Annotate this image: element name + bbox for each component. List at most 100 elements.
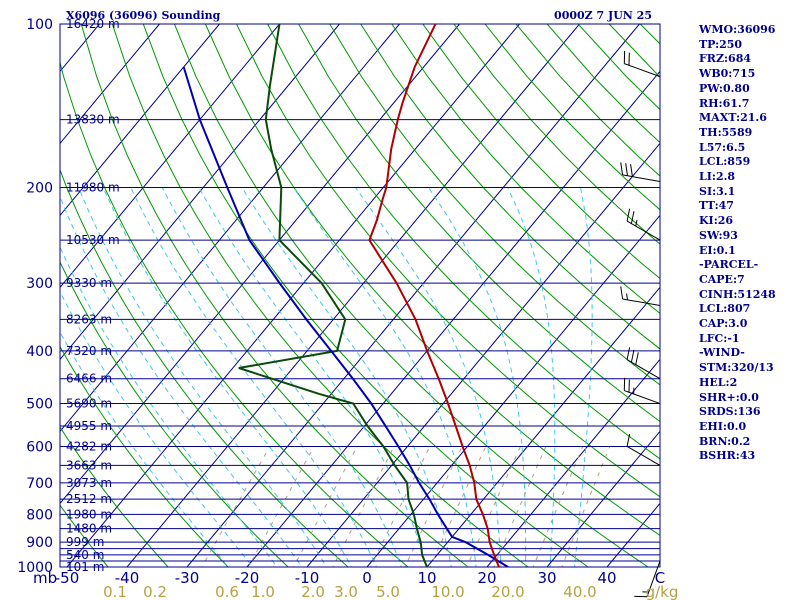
moist-adiabat-line (428, 187, 527, 567)
mixing-ratio-label: 40.0 (563, 583, 596, 600)
wind-barb (620, 286, 661, 307)
mixing-ratio-line (247, 446, 315, 567)
moist-adiabat-line (130, 187, 377, 567)
plot-frame (59, 23, 661, 568)
index-item: KI:26 (699, 214, 734, 228)
isotherm-line (486, 358, 660, 567)
height-label: 9330 m (66, 276, 112, 290)
index-item: WB0:715 (699, 67, 756, 81)
parcel-profile (182, 66, 509, 567)
height-label: 7320 m (66, 344, 112, 358)
index-item: TH:5589 (699, 125, 753, 139)
dry-adiabat-line (60, 504, 109, 567)
height-label: 13830 m (66, 113, 120, 127)
temperature-label: -10 (295, 569, 320, 587)
index-item: PW:0.80 (699, 81, 750, 95)
mixing-ratio-line (332, 446, 395, 567)
temperature-label: 30 (537, 569, 556, 587)
height-label: 2512 m (66, 492, 112, 506)
index-item: LI:2.8 (699, 170, 736, 184)
index-item: FRZ:684 (699, 52, 752, 66)
index-item: CINH:51248 (699, 287, 776, 301)
isotherm-line (60, 24, 280, 289)
pressure-label: 500 (26, 397, 53, 413)
height-label: 4955 m (66, 419, 112, 433)
isotherm-line (246, 70, 660, 567)
sounding-header: X6096 (36096) Sounding 0000Z 7 JUN 25 (66, 9, 660, 23)
isobar-lines (59, 23, 661, 568)
mixing-ratio-label: 20.0 (491, 583, 524, 600)
moist-adiabat-line (355, 187, 502, 567)
dry-adiabat-line (60, 168, 349, 567)
dry-adiabat-line (422, 24, 660, 280)
index-item: MAXT:21.6 (699, 111, 767, 125)
pressure-label: 100 (26, 17, 53, 33)
sounding-time: 0000Z 7 JUN 25 (554, 9, 652, 22)
temperature-label: -20 (235, 569, 260, 587)
dry-adiabat-line (236, 24, 660, 498)
mixing-ratio-label: 0.2 (143, 583, 167, 600)
index-item: HEL:2 (699, 375, 738, 389)
index-item: TP:250 (699, 37, 743, 51)
wind-barb (634, 560, 661, 598)
mixing-ratio-label: 0.1 (103, 583, 127, 600)
index-item: CAP:3.0 (699, 317, 748, 331)
index-item: L57:6.5 (699, 140, 746, 154)
index-item: -PARCEL- (699, 258, 759, 272)
wind-barbs (620, 50, 661, 598)
pressure-label: 700 (26, 476, 53, 492)
pressure-label: 800 (26, 507, 53, 523)
height-label: 999 m (66, 535, 104, 549)
moist-adiabat-line (198, 187, 427, 567)
temperature-label: 10 (417, 569, 436, 587)
wind-barb (620, 162, 661, 182)
moist-adiabat-line (78, 187, 328, 567)
height-label: 101 m (66, 560, 104, 574)
moist-adiabat-line (60, 195, 303, 567)
indices-panel: WMO:36096 TP:250 FRZ:684 WB0:715 PW:0.80 RH:6… (699, 23, 799, 464)
background-grid (60, 24, 660, 567)
height-label: 5690 m (66, 397, 112, 411)
mixing-ratio-line (466, 446, 521, 567)
dry-adiabat-line (111, 24, 529, 567)
mixing-ratio-label: 10.0 (431, 583, 464, 600)
mixing-ratio-line (404, 446, 463, 567)
mixing-ratio-label: 5.0 (376, 583, 400, 600)
isotherm-line (60, 24, 160, 145)
dry-adiabat-line (60, 345, 229, 567)
mixing-ratio-unit-label: g/kg (646, 583, 679, 600)
moist-adiabat-line (60, 290, 254, 567)
dry-adiabat-line (360, 24, 660, 350)
sounding-profiles (182, 24, 509, 567)
dry-adiabat-line (173, 24, 650, 567)
index-item: CAPE:7 (699, 272, 745, 286)
isotherm-line (60, 24, 400, 433)
mixing-ratio-label: 2.0 (301, 583, 325, 600)
index-item: SW:93 (699, 228, 738, 242)
index-item: SI:3.1 (699, 184, 736, 198)
dry-adiabat-line (80, 24, 469, 567)
pressure-unit-label: mb (33, 569, 57, 587)
dry-adiabat-line (329, 24, 660, 386)
mixing-ratio-label: 0.6 (215, 583, 239, 600)
height-label: 3663 m (66, 458, 112, 472)
height-label: 4282 m (66, 440, 112, 454)
moist-adiabat-line (102, 187, 353, 567)
index-item: SRDS:136 (699, 405, 761, 419)
pressure-label: 300 (26, 276, 53, 292)
isotherm-line (546, 430, 660, 567)
dry-adiabat-line (60, 260, 289, 567)
temperature-profile (368, 24, 500, 567)
moist-adiabat-line (161, 187, 402, 567)
index-item: -WIND- (699, 346, 745, 360)
mixing-ratio-line (493, 446, 547, 567)
index-item: TT:47 (699, 199, 734, 213)
mixing-ratio-label: 1.0 (251, 583, 275, 600)
dry-adiabat-line (298, 24, 660, 423)
temperature-label: 0 (362, 569, 372, 587)
height-label: 3073 m (66, 476, 112, 490)
height-label: 1980 m (66, 507, 112, 521)
height-label: 10530 m (66, 233, 120, 247)
index-item: STM:320/13 (699, 361, 774, 375)
